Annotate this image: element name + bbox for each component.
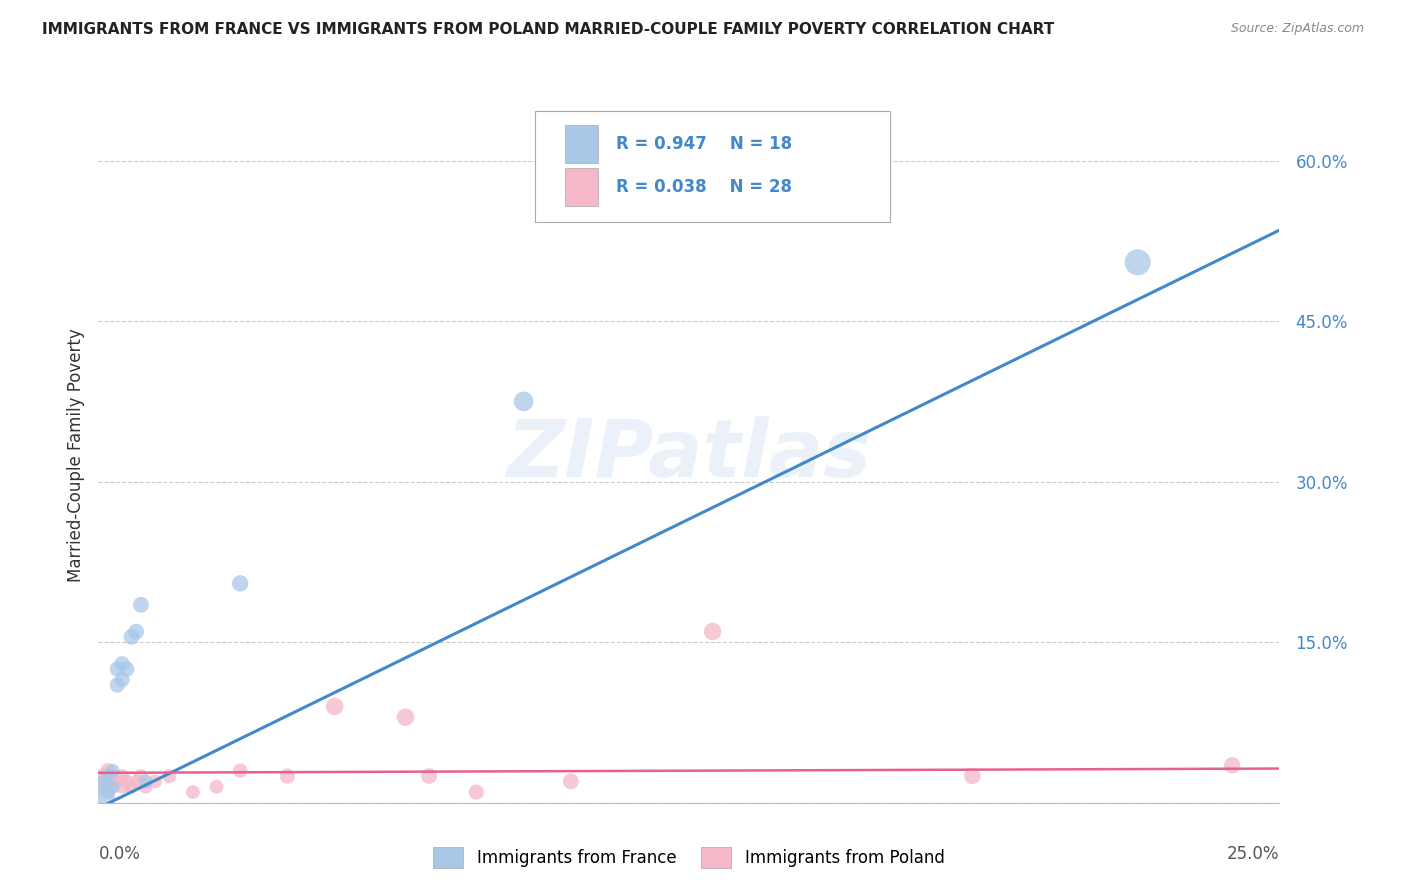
Point (143, 774, 166, 789)
Point (101, 769, 124, 783)
Point (91, 769, 114, 783)
Point (157, 769, 180, 783)
Point (702, 624, 724, 639)
Point (91, 790, 114, 805)
Point (111, 769, 134, 783)
Point (111, 673, 134, 687)
Bar (565, 168, 598, 206)
Point (1126, 255, 1149, 269)
Point (97, 785, 120, 799)
Text: 0.0%: 0.0% (98, 845, 141, 863)
Point (111, 657, 134, 671)
Point (560, 774, 582, 789)
Point (101, 780, 124, 794)
Point (91, 774, 114, 789)
Point (105, 678, 128, 692)
Point (135, 780, 157, 794)
Point (394, 710, 416, 724)
Point (125, 624, 148, 639)
Point (229, 764, 252, 778)
Point (323, 699, 346, 714)
Point (115, 774, 138, 789)
Point (97, 764, 120, 778)
Legend: Immigrants from France, Immigrants from Poland: Immigrants from France, Immigrants from … (426, 841, 952, 874)
Point (418, 769, 440, 783)
Point (465, 785, 488, 799)
Point (111, 780, 134, 794)
Text: Source: ZipAtlas.com: Source: ZipAtlas.com (1230, 22, 1364, 36)
Point (105, 662, 128, 676)
Point (125, 774, 148, 789)
Point (105, 774, 128, 789)
Point (121, 630, 143, 644)
Point (205, 780, 228, 794)
Point (135, 774, 157, 789)
Point (181, 785, 204, 799)
Point (97, 774, 120, 789)
Point (121, 780, 143, 794)
Text: R = 0.947    N = 18: R = 0.947 N = 18 (616, 135, 792, 153)
Point (129, 769, 152, 783)
Text: R = 0.038    N = 28: R = 0.038 N = 28 (616, 178, 792, 196)
Point (101, 780, 124, 794)
Point (276, 769, 298, 783)
Text: 25.0%: 25.0% (1227, 845, 1279, 863)
Point (229, 576, 252, 591)
Point (101, 764, 124, 778)
Point (512, 394, 534, 409)
FancyBboxPatch shape (536, 111, 890, 222)
Bar (565, 125, 598, 163)
Text: ZIPatlas: ZIPatlas (506, 416, 872, 494)
Point (115, 662, 138, 676)
Point (91, 780, 114, 794)
Point (129, 598, 152, 612)
Point (962, 769, 984, 783)
Point (1220, 758, 1243, 772)
Text: IMMIGRANTS FROM FRANCE VS IMMIGRANTS FROM POLAND MARRIED-COUPLE FAMILY POVERTY C: IMMIGRANTS FROM FRANCE VS IMMIGRANTS FRO… (42, 22, 1054, 37)
Y-axis label: Married-Couple Family Poverty: Married-Couple Family Poverty (66, 328, 84, 582)
Point (97, 769, 120, 783)
